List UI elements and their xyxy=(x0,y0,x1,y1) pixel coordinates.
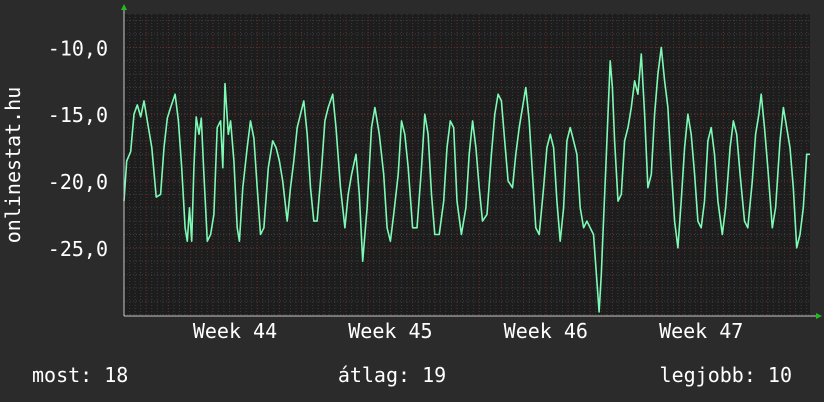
footer-current-value: most: 18 xyxy=(32,363,128,387)
x-tick-label: Week 47 xyxy=(659,319,743,343)
axes xyxy=(121,4,822,319)
x-tick-label: Week 44 xyxy=(193,319,277,343)
footer-best-value: legjobb: 10 xyxy=(660,363,792,387)
axis-labels: -10,0 -15,0 -20,0 -25,0 Week 44 Week 45 Week 4… xyxy=(48,36,744,343)
y-axis-title: onlinestat.hu xyxy=(1,87,25,244)
y-axis-arrow xyxy=(121,4,127,10)
series-line xyxy=(123,46,810,313)
footer-average-value: átlag: 19 xyxy=(338,363,446,387)
x-axis-arrow xyxy=(816,313,822,319)
x-tick-label: Week 45 xyxy=(348,319,432,343)
series-layer xyxy=(123,46,810,313)
y-tick-label: -25,0 xyxy=(48,237,108,261)
y-tick-label: -15,0 xyxy=(48,103,108,127)
y-tick-label: -10,0 xyxy=(48,36,108,60)
y-tick-label: -20,0 xyxy=(48,170,108,194)
x-tick-label: Week 46 xyxy=(504,319,588,343)
